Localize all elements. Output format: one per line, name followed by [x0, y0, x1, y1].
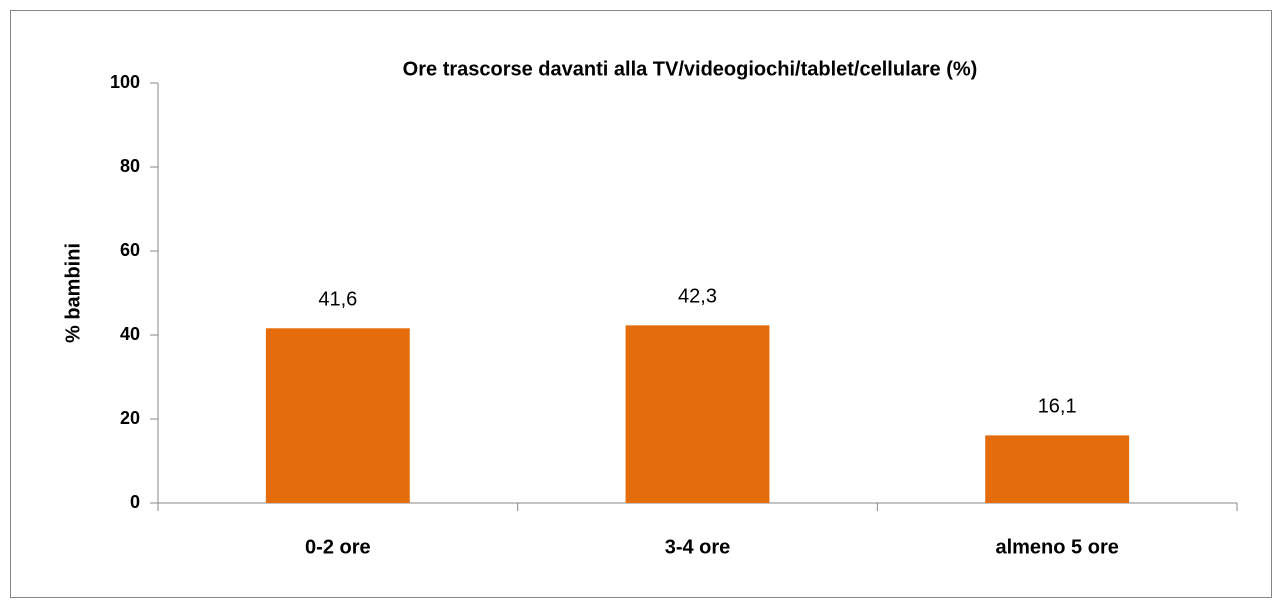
x-tick-label: almeno 5 ore — [995, 536, 1118, 558]
value-label: 41,6 — [318, 289, 357, 311]
y-tick-label: 0 — [130, 492, 140, 512]
chart-border — [10, 10, 1272, 598]
y-tick-label: 60 — [120, 240, 140, 260]
y-axis-label: % bambini — [62, 243, 84, 343]
y-tick-label: 20 — [120, 408, 140, 428]
x-tick-label: 0-2 ore — [305, 536, 371, 558]
y-tick-label: 80 — [120, 156, 140, 176]
y-tick-label: 40 — [120, 324, 140, 344]
bar — [265, 328, 410, 503]
bar — [625, 325, 770, 503]
y-tick-label: 100 — [110, 72, 140, 92]
bar — [985, 435, 1130, 503]
x-tick-label: 3-4 ore — [665, 536, 731, 558]
value-label: 16,1 — [1038, 396, 1077, 418]
value-label: 42,3 — [678, 286, 717, 308]
chart-title: Ore trascorse davanti alla TV/videogioch… — [403, 58, 978, 80]
